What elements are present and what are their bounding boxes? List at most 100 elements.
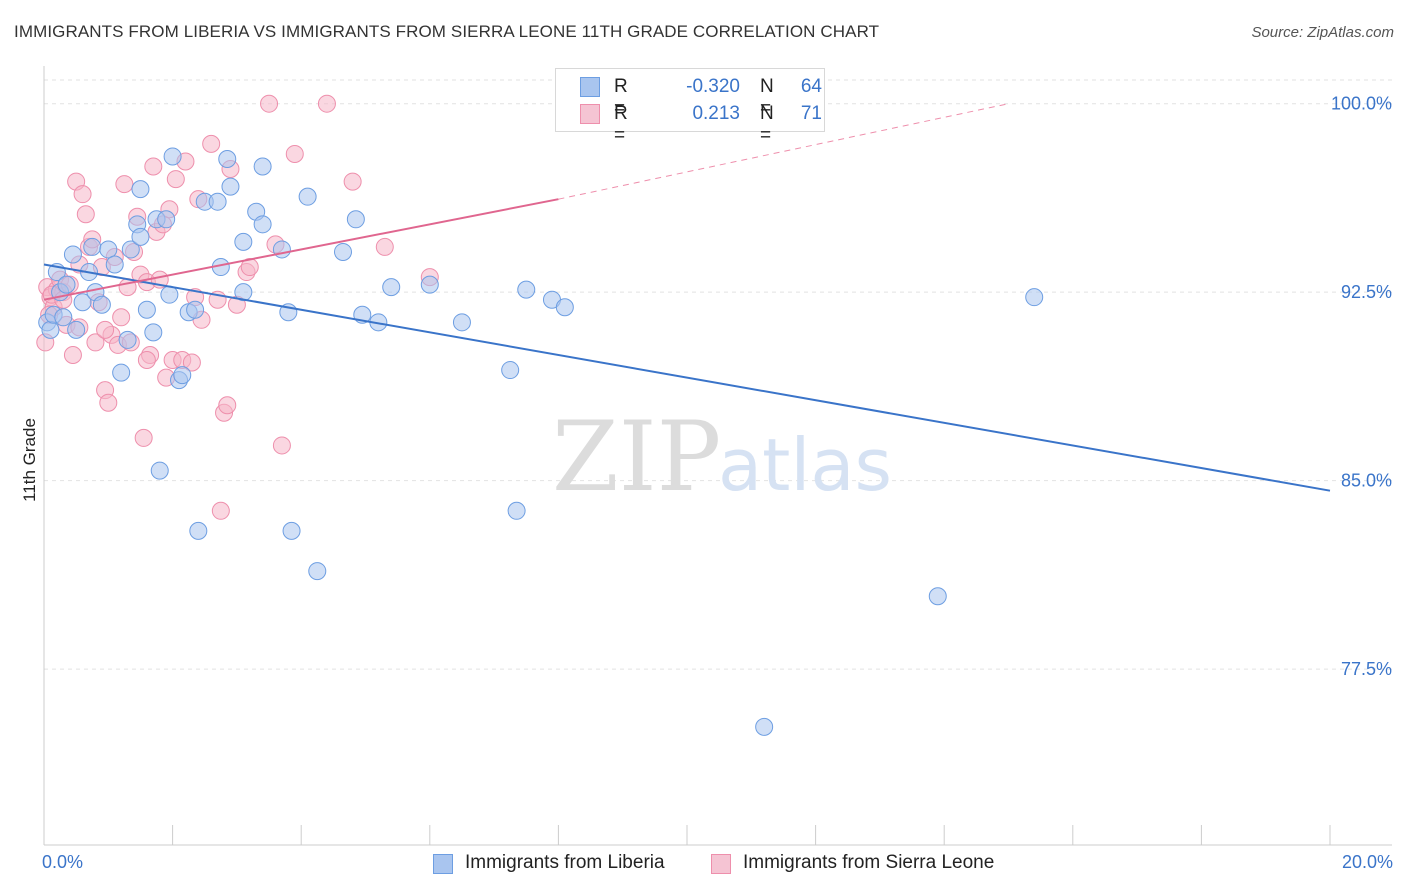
point-liberia bbox=[333, 242, 352, 261]
source-label: Source: ZipAtlas.com bbox=[1251, 24, 1394, 41]
y-tick-label: 77.5% bbox=[1341, 659, 1392, 679]
bottom-legend-swatch-pink bbox=[711, 854, 731, 874]
point-sierra-leone bbox=[317, 94, 336, 113]
point-sierra-leone bbox=[63, 345, 82, 364]
point-liberia bbox=[253, 157, 272, 176]
point-sierra-leone bbox=[76, 205, 95, 224]
watermark-zip: ZIP bbox=[552, 401, 721, 513]
legend-swatch-pink bbox=[580, 104, 600, 124]
series-liberia-points bbox=[38, 94, 1044, 736]
legend-n-value: 71 bbox=[800, 103, 822, 124]
gridlines bbox=[44, 79, 1392, 670]
point-sierra-leone bbox=[115, 175, 134, 194]
point-liberia bbox=[121, 240, 140, 259]
point-liberia bbox=[41, 320, 60, 339]
point-liberia bbox=[517, 280, 536, 299]
point-sierra-leone bbox=[166, 170, 185, 189]
point-liberia bbox=[221, 177, 240, 196]
point-liberia bbox=[253, 215, 272, 234]
legend-r-label: R = bbox=[614, 76, 628, 119]
x-tick-left: 0.0% bbox=[42, 852, 84, 872]
point-liberia bbox=[150, 461, 169, 480]
point-liberia bbox=[507, 501, 526, 520]
point-sierra-leone bbox=[144, 157, 163, 176]
point-sierra-leone bbox=[218, 396, 237, 415]
point-liberia bbox=[208, 192, 227, 211]
point-liberia bbox=[131, 180, 150, 199]
watermark-atlas: atlas bbox=[718, 423, 892, 507]
watermark: ZIP atlas bbox=[552, 401, 892, 513]
point-sierra-leone bbox=[375, 237, 394, 256]
point-liberia bbox=[298, 187, 317, 206]
point-sierra-leone bbox=[86, 333, 105, 352]
axes bbox=[43, 66, 1392, 846]
point-liberia bbox=[63, 245, 82, 264]
legend-r-label: R = bbox=[614, 103, 628, 146]
point-sierra-leone bbox=[73, 185, 92, 204]
point-liberia bbox=[501, 361, 520, 380]
bottom-legend-swatch-blue bbox=[433, 854, 453, 874]
point-liberia bbox=[54, 308, 73, 327]
point-sierra-leone bbox=[137, 351, 156, 370]
point-liberia bbox=[118, 330, 137, 349]
bottom-legend-label: Immigrants from Liberia bbox=[465, 852, 665, 873]
point-liberia bbox=[555, 298, 574, 317]
legend-swatch-blue bbox=[580, 77, 600, 97]
legend-n-value: 64 bbox=[800, 76, 822, 97]
point-liberia bbox=[234, 232, 253, 251]
point-liberia bbox=[346, 210, 365, 229]
point-liberia bbox=[157, 210, 176, 229]
point-liberia bbox=[73, 293, 92, 312]
legend: R = -0.320 N = 64 R = 0.213 N = 71 bbox=[555, 68, 825, 146]
point-liberia bbox=[1025, 288, 1044, 307]
point-liberia bbox=[160, 285, 179, 304]
chart-title: IMMIGRANTS FROM LIBERIA VS IMMIGRANTS FR… bbox=[14, 22, 880, 41]
point-liberia bbox=[112, 363, 131, 382]
point-sierra-leone bbox=[285, 144, 304, 163]
point-sierra-leone bbox=[96, 320, 115, 339]
point-liberia bbox=[189, 521, 208, 540]
bottom-legend-label: Immigrants from Sierra Leone bbox=[743, 852, 995, 873]
point-liberia bbox=[67, 320, 86, 339]
y-tick-labels: 100.0% 92.5% 85.0% 77.5% bbox=[1331, 94, 1392, 679]
y-tick-label: 92.5% bbox=[1341, 282, 1392, 302]
point-liberia bbox=[420, 275, 439, 294]
point-sierra-leone bbox=[99, 393, 118, 412]
trend-line-liberia bbox=[43, 263, 1331, 492]
point-liberia bbox=[218, 149, 237, 168]
point-sierra-leone bbox=[211, 501, 230, 520]
x-tick-right: 20.0% bbox=[1341, 852, 1393, 872]
point-liberia bbox=[186, 300, 205, 319]
point-liberia bbox=[92, 295, 111, 314]
point-liberia bbox=[137, 300, 156, 319]
point-sierra-leone bbox=[202, 134, 221, 153]
point-liberia bbox=[173, 366, 192, 385]
point-sierra-leone bbox=[343, 172, 362, 191]
point-liberia bbox=[57, 275, 76, 294]
point-sierra-leone bbox=[134, 428, 153, 447]
y-tick-label: 85.0% bbox=[1341, 471, 1392, 491]
point-liberia bbox=[308, 562, 327, 581]
point-liberia bbox=[452, 313, 471, 332]
point-sierra-leone bbox=[260, 94, 279, 113]
trend-line-sierra-leone bbox=[43, 198, 559, 301]
point-liberia bbox=[83, 237, 102, 256]
point-liberia bbox=[131, 227, 150, 246]
point-liberia bbox=[99, 240, 118, 259]
point-liberia bbox=[382, 278, 401, 297]
point-sierra-leone bbox=[182, 353, 201, 372]
point-sierra-leone bbox=[272, 436, 291, 455]
legend-r-value: -0.320 bbox=[686, 76, 740, 97]
point-liberia bbox=[105, 255, 124, 274]
point-liberia bbox=[928, 587, 947, 606]
legend-r-value: 0.213 bbox=[692, 103, 740, 124]
point-liberia bbox=[755, 717, 774, 736]
y-tick-label: 100.0% bbox=[1331, 94, 1392, 114]
trend-lines bbox=[43, 103, 1331, 492]
legend-n-label: N = bbox=[760, 103, 774, 146]
legend-n-label: N = bbox=[760, 76, 774, 119]
point-liberia bbox=[144, 323, 163, 342]
point-sierra-leone bbox=[112, 308, 131, 327]
point-liberia bbox=[163, 147, 182, 166]
